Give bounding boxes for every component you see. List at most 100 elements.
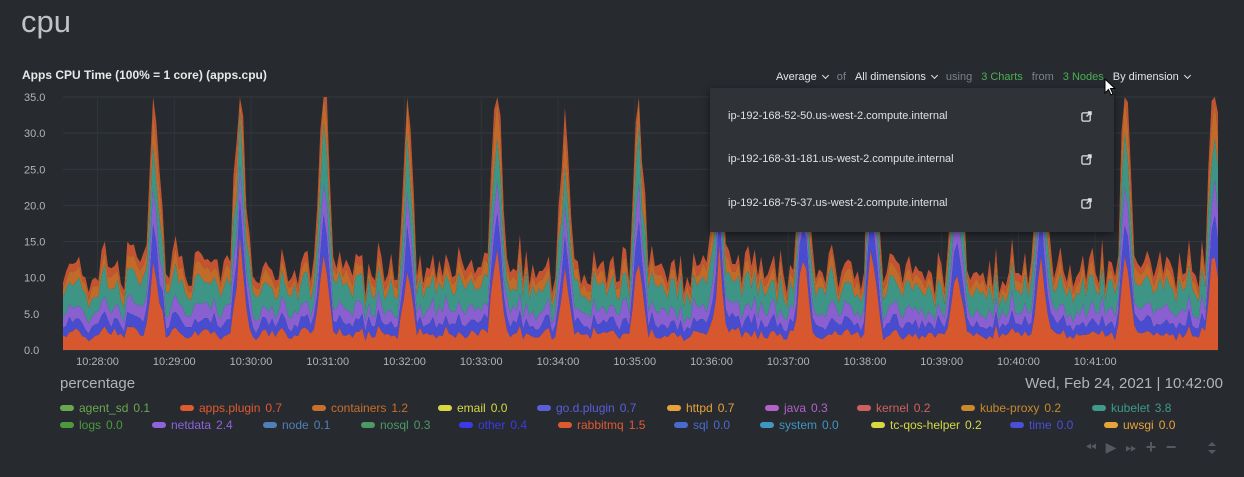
legend-value: 0.1: [313, 417, 331, 432]
legend-label: kubelet: [1111, 400, 1150, 415]
node-item[interactable]: ip-192-168-52-50.us-west-2.compute.inter…: [728, 106, 1092, 126]
legend-item-time[interactable]: time 0.0: [1010, 418, 1104, 432]
x-tick-label: 10:28:00: [76, 356, 119, 368]
legend-item-agent_sd[interactable]: agent_sd 0.1: [60, 401, 180, 415]
x-tick-label: 10:32:00: [383, 356, 426, 368]
using-label: using: [945, 71, 973, 83]
legend-value: 0.2: [913, 400, 931, 415]
legend-item-node[interactable]: node 0.1: [263, 418, 361, 432]
node-name: ip-192-168-75-37.us-west-2.compute.inter…: [728, 197, 948, 209]
legend-value: 0.2: [1044, 400, 1062, 415]
legend-item-httpd[interactable]: httpd 0.7: [667, 401, 765, 415]
legend-swatch: [871, 421, 885, 428]
legend-swatch: [961, 404, 975, 411]
legend-item-java[interactable]: java 0.3: [765, 401, 857, 415]
legend-swatch: [558, 421, 572, 428]
aggregation-select[interactable]: Average: [776, 71, 829, 83]
nodes-link[interactable]: 3 Nodes: [1062, 71, 1104, 83]
y-tick-label: 30.0: [24, 128, 45, 140]
legend-item-sql[interactable]: sql 0.0: [674, 418, 760, 432]
x-tick-label: 10:35:00: [613, 356, 656, 368]
legend-label: agent_sd: [79, 400, 129, 415]
legend-swatch: [1010, 421, 1024, 428]
chart-toolbar: Average of All dimensions using 3 Charts…: [776, 71, 1191, 83]
charts-link[interactable]: 3 Charts: [981, 71, 1023, 83]
nodes-dropdown: ip-192-168-52-50.us-west-2.compute.inter…: [710, 88, 1114, 232]
legend-item-go.d.plugin[interactable]: go.d.plugin 0.7: [537, 401, 667, 415]
legend-item-kube-proxy[interactable]: kube-proxy 0.2: [961, 401, 1092, 415]
node-item[interactable]: ip-192-168-31-181.us-west-2.compute.inte…: [728, 149, 1092, 169]
legend-value: 0.0: [1158, 417, 1176, 432]
legend-item-uwsgi[interactable]: uwsgi 0.0: [1104, 418, 1184, 432]
resize-handle-icon[interactable]: [1207, 441, 1217, 455]
legend-item-other[interactable]: other 0.4: [459, 418, 558, 432]
legend-item-tc-qos-helper[interactable]: tc-qos-helper 0.2: [871, 418, 1010, 432]
fast-forward-icon[interactable]: ⏩︎: [1125, 439, 1137, 455]
play-icon[interactable]: ▶︎: [1105, 439, 1117, 455]
chevron-down-icon: [1183, 71, 1191, 80]
legend-item-rabbitmq[interactable]: rabbitmq 1.5: [558, 418, 674, 432]
of-label: of: [836, 71, 846, 83]
legend-label: apps.plugin: [199, 400, 261, 415]
legend-value: 0.3: [413, 417, 431, 432]
legend-item-kernel[interactable]: kernel 0.2: [857, 401, 961, 415]
legend-value: 0.0: [1056, 417, 1074, 432]
group-by-select[interactable]: By dimension: [1112, 71, 1191, 83]
x-tick-label: 10:29:00: [153, 356, 196, 368]
legend-item-email[interactable]: email 0.0: [438, 401, 537, 415]
series-area-go.d.plugin: [63, 200, 1218, 342]
external-link-icon[interactable]: [1081, 110, 1092, 122]
legend-value: 0.3: [811, 400, 828, 415]
legend-label: kube-proxy: [980, 400, 1040, 415]
legend-label: kernel: [876, 400, 909, 415]
legend-value: 0.4: [510, 417, 528, 432]
external-link-icon[interactable]: [1081, 197, 1092, 209]
y-tick-label: 20.0: [24, 200, 45, 212]
legend-item-apps.plugin[interactable]: apps.plugin 0.7: [180, 401, 312, 415]
timestamp: Wed, Feb 24, 2021 | 10:42:00: [1025, 375, 1223, 392]
node-item[interactable]: ip-192-168-75-37.us-west-2.compute.inter…: [728, 193, 1092, 213]
legend-label: time: [1029, 417, 1052, 432]
legend-value: 0.7: [265, 400, 283, 415]
legend-row: agent_sd 0.1 apps.plugin 0.7 containers 1.2 em…: [60, 399, 1202, 416]
node-name: ip-192-168-31-181.us-west-2.compute.inte…: [728, 153, 954, 165]
y-tick-label: 10.0: [24, 273, 45, 285]
legend-item-system[interactable]: system 0.0: [760, 418, 871, 432]
rewind-icon[interactable]: ⏪︎: [1085, 439, 1097, 455]
legend-item-netdata[interactable]: netdata 2.4: [152, 418, 263, 432]
zoom-in-icon[interactable]: +: [1145, 437, 1157, 457]
legend-swatch: [537, 404, 551, 411]
chevron-down-icon: [930, 71, 938, 80]
legend-item-nosql[interactable]: nosql 0.3: [361, 418, 459, 432]
legend-label: other: [478, 417, 506, 432]
legend-swatch: [60, 421, 74, 428]
legend-value: 0.0: [822, 417, 839, 432]
legend-swatch: [263, 421, 277, 428]
external-link-icon[interactable]: [1081, 153, 1092, 165]
legend-item-containers[interactable]: containers 1.2: [312, 401, 438, 415]
legend-label: go.d.plugin: [556, 400, 615, 415]
legend-label: rabbitmq: [577, 417, 624, 432]
legend-value: 1.2: [391, 400, 409, 415]
x-tick-label: 10:31:00: [306, 356, 349, 368]
cpu-chart[interactable]: 35.0 30.0 25.0 20.0 15.0 10.0 5.0 0.0 10:28:00 10…: [0, 88, 1244, 378]
legend-item-kubelet[interactable]: kubelet 3.8: [1092, 401, 1202, 415]
legend-label: sql: [693, 417, 709, 432]
legend-value: 3.8: [1154, 400, 1172, 415]
zoom-out-icon[interactable]: −: [1165, 437, 1177, 457]
dimensions-label: All dimensions: [854, 71, 926, 83]
legend-label: email: [457, 400, 486, 415]
legend-swatch: [438, 404, 452, 411]
legend-label: netdata: [171, 417, 212, 432]
y-tick-label: 35.0: [24, 92, 45, 104]
unit-label: percentage: [60, 375, 136, 392]
legend-item-logs[interactable]: logs 0.0: [60, 418, 152, 432]
legend-swatch: [765, 404, 779, 411]
legend-label: java: [784, 400, 807, 415]
legend-value: 0.1: [133, 400, 151, 415]
legend-swatch: [674, 421, 688, 428]
mouse-cursor-icon: [1104, 78, 1117, 96]
series-area-apps.plugin: [63, 97, 1218, 302]
dimensions-select[interactable]: All dimensions: [854, 71, 938, 83]
group-by-label: By dimension: [1112, 71, 1179, 83]
